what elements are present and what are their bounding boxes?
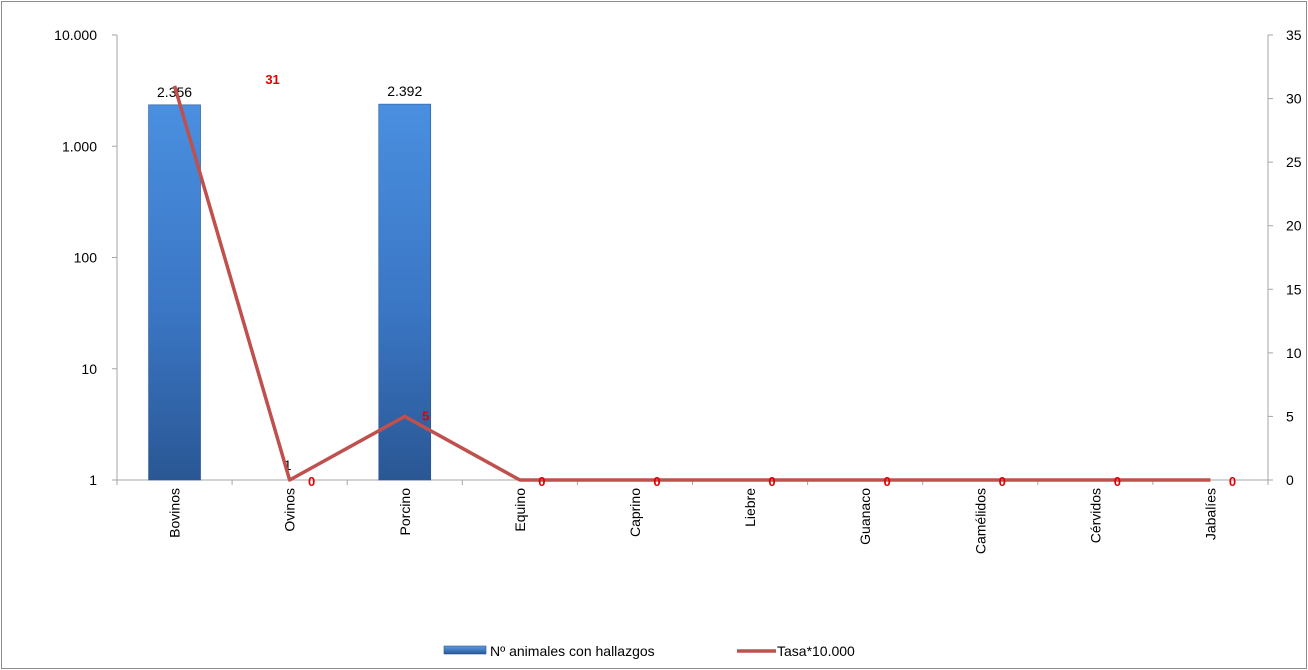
legend-label-bars: Nº animales con hallazgos (490, 643, 655, 659)
line-data-label: 0 (308, 474, 315, 489)
y-right-tick-label: 0 (1286, 472, 1294, 488)
category-label: Caprino (627, 488, 643, 537)
category-label: Liebre (742, 488, 758, 527)
line-data-label: 0 (1114, 474, 1121, 489)
category-label: Porcino (397, 488, 413, 536)
category-label: Camélidos (972, 488, 988, 554)
y-right-tick-label: 20 (1286, 218, 1302, 234)
line-data-label: 0 (884, 474, 891, 489)
y-left-tick-label: 100 (74, 250, 98, 266)
line-data-label: 0 (999, 474, 1006, 489)
bar-data-label: 2.392 (387, 83, 422, 99)
y-right-tick-label: 30 (1286, 91, 1302, 107)
bar (148, 104, 201, 481)
line-data-label: 0 (1229, 474, 1236, 489)
y-left-tick-label: 1.000 (62, 138, 97, 154)
category-label: Cérvidos (1087, 488, 1103, 543)
legend-swatch-bars (443, 645, 487, 655)
line-data-label: 5 (422, 408, 429, 423)
line-data-label: 31 (265, 72, 279, 87)
line-data-label: 0 (653, 474, 660, 489)
y-left-tick-label: 10 (81, 361, 97, 377)
y-left-tick-label: 10.000 (54, 27, 97, 43)
bar-data-label: 1 (284, 457, 292, 473)
y-right-tick-label: 35 (1286, 27, 1302, 43)
y-right-tick-label: 25 (1286, 154, 1302, 170)
line-data-label: 0 (538, 474, 545, 489)
category-label: Equino (512, 488, 528, 532)
y-right-tick-label: 15 (1286, 281, 1302, 297)
line-data-label: 0 (768, 474, 775, 489)
y-right-tick-label: 10 (1286, 345, 1302, 361)
category-label: Jabalíes (1202, 488, 1218, 540)
category-label: Ovinos (282, 488, 298, 532)
line-series-tasa (172, 85, 1211, 482)
category-label: Guanaco (857, 488, 873, 545)
legend-label-line: Tasa*10.000 (777, 643, 855, 659)
y-left-tick-label: 1 (89, 472, 97, 488)
y-right-tick-label: 5 (1286, 408, 1294, 424)
category-label: Bovinos (167, 488, 183, 538)
bar (378, 103, 432, 481)
